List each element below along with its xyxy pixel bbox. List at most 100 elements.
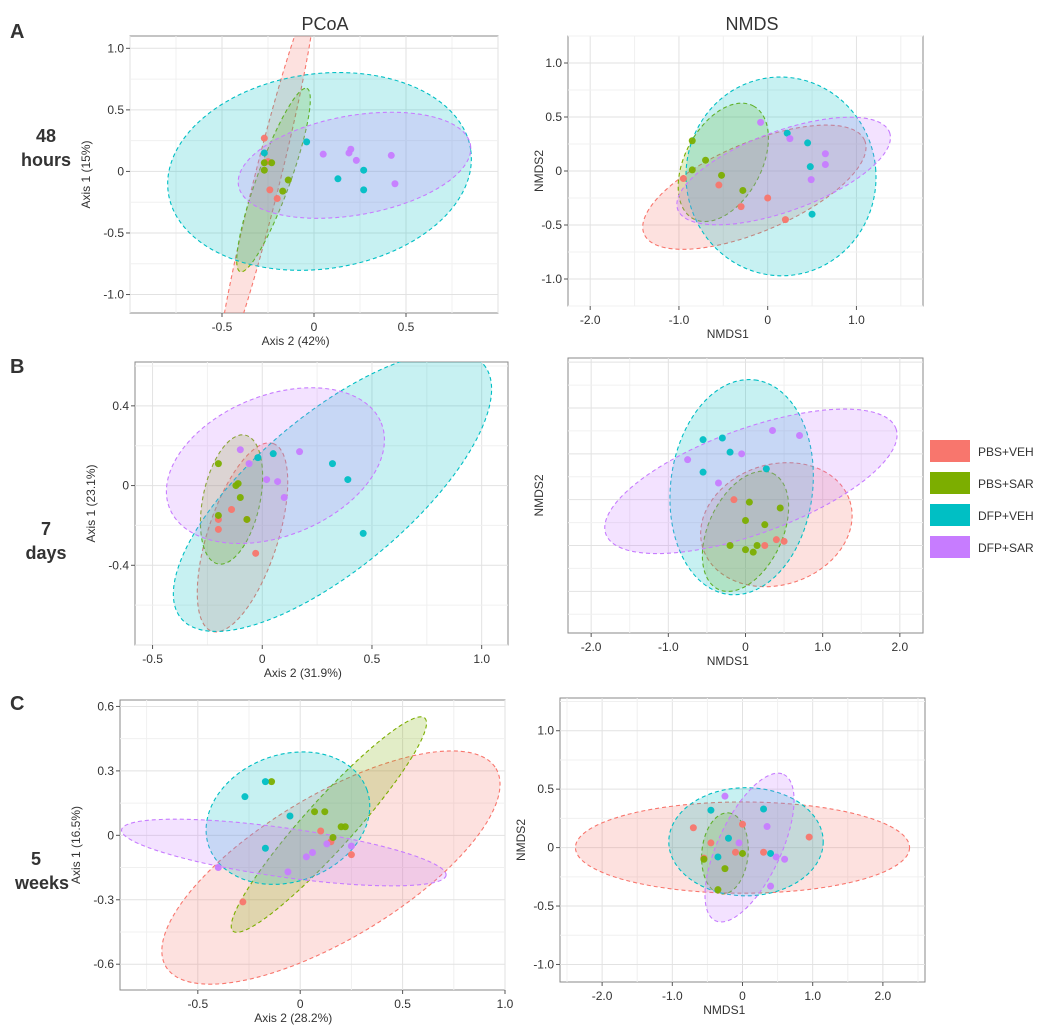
y-tick-label: 0 — [107, 828, 114, 842]
panel-c-pcoa: -0.5 0 0.5 1.0 0.6 0.3 0 -0.3 -0.6 Axis 2 (28.2%)… — [69, 699, 514, 1025]
point-dfp-veh — [808, 210, 816, 218]
point-pbs-sar — [260, 166, 268, 174]
point-pbs-sar — [702, 156, 710, 164]
point-pbs-veh — [730, 496, 738, 504]
point-dfp-veh — [261, 844, 269, 852]
ellipses — [574, 772, 911, 923]
ellipse-dfp-veh — [668, 787, 824, 897]
point-pbs-sar — [700, 855, 708, 863]
ellipse-dfp-sar — [604, 408, 898, 555]
point-dfp-sar — [245, 460, 253, 468]
point-dfp-veh — [360, 186, 368, 194]
point-dfp-sar — [323, 840, 331, 848]
point-pbs-sar — [279, 187, 287, 195]
y-tick-label: -0.3 — [93, 893, 114, 907]
point-pbs-veh — [228, 505, 236, 513]
column-title-nmds: NMDS — [726, 14, 779, 34]
ellipse-pbs-sar — [236, 87, 311, 273]
y-tick-label: 1.0 — [537, 724, 554, 738]
panel-c-nmds: -2.0 -1.0 0 1.0 2.0 1.0 0.5 0 -0.5 -1.0 NMDS1 NMDS2 — [514, 697, 926, 1017]
point-dfp-veh — [804, 139, 812, 147]
y-tick-label: 0 — [117, 164, 124, 178]
point-dfp-sar — [347, 842, 355, 850]
row-label-b-line2: days — [25, 543, 66, 563]
point-pbs-veh — [260, 134, 268, 142]
point-pbs-sar — [688, 166, 696, 174]
point-pbs-veh — [781, 216, 789, 224]
ellipse-pbs-sar — [701, 470, 790, 593]
point-dfp-sar — [391, 180, 399, 188]
x-tick-label: -2.0 — [580, 313, 601, 327]
point-dfp-sar — [821, 161, 829, 169]
x-tick-label: 0 — [764, 313, 771, 327]
x-tick-label: 0 — [297, 997, 304, 1011]
legend-swatch-pbs-veh — [930, 440, 970, 462]
point-dfp-veh — [344, 476, 352, 484]
x-axis-label: NMDS1 — [707, 654, 749, 668]
point-pbs-veh — [689, 824, 697, 832]
point-pbs-sar — [761, 521, 769, 529]
point-pbs-sar — [268, 778, 276, 786]
point-pbs-sar — [214, 460, 222, 468]
ellipse-dfp-sar — [121, 818, 447, 887]
y-tick-label: 0.4 — [112, 399, 129, 413]
column-title-pcoa: PCoA — [301, 14, 348, 34]
row-letter-a: A — [10, 21, 24, 43]
point-dfp-sar — [296, 448, 304, 456]
x-tick-label: 1.0 — [497, 997, 514, 1011]
points — [679, 118, 829, 224]
point-dfp-veh — [241, 793, 249, 801]
point-dfp-sar — [786, 135, 794, 143]
legend-label-pbs-veh: PBS+VEH — [978, 445, 1034, 459]
point-pbs-sar — [776, 504, 784, 512]
point-dfp-veh — [760, 805, 768, 813]
legend: PBS+VEH PBS+SAR DFP+VEH DFP+SAR — [930, 440, 1034, 558]
x-tick-label: -0.5 — [187, 997, 208, 1011]
point-pbs-veh — [772, 536, 780, 544]
point-pbs-veh — [739, 820, 746, 828]
panel-a-pcoa: -0.5 0 0.5 1.0 0.5 0 -0.5 -1.0 Axis 2 (42%) Axis … — [79, 35, 499, 348]
point-pbs-sar — [311, 808, 319, 816]
point-pbs-veh — [731, 848, 739, 856]
x-tick-label: -0.5 — [212, 320, 233, 334]
y-tick-label: 0.3 — [97, 764, 114, 778]
ellipse-dfp-veh — [172, 362, 493, 632]
ellipse-dfp-sar — [165, 387, 385, 545]
point-dfp-veh — [767, 849, 775, 857]
point-pbs-veh — [317, 827, 325, 835]
point-dfp-sar — [757, 118, 765, 126]
ellipse-pbs-veh — [574, 801, 911, 894]
gridlines — [135, 362, 508, 646]
point-pbs-veh — [252, 549, 260, 557]
point-dfp-sar — [352, 156, 360, 164]
point-dfp-veh — [806, 163, 814, 171]
x-tick-label: -0.5 — [142, 652, 163, 666]
axes: -0.5 0 0.5 1.0 0.5 0 -0.5 -1.0 Axis 2 (42%) Axis … — [79, 41, 415, 348]
points — [260, 134, 399, 203]
point-pbs-sar — [721, 865, 729, 873]
point-dfp-veh — [714, 853, 722, 861]
point-dfp-sar — [684, 456, 692, 464]
legend-label-dfp-veh: DFP+VEH — [978, 509, 1034, 523]
y-tick-label: 0.5 — [545, 110, 562, 124]
point-pbs-veh — [764, 194, 772, 202]
y-axis-label: Axis 1 (16.5%) — [69, 806, 83, 884]
y-tick-label: -0.4 — [108, 558, 129, 572]
point-pbs-sar — [726, 542, 734, 549]
point-pbs-sar — [329, 833, 337, 841]
point-dfp-veh — [260, 149, 268, 157]
row-letter-b: B — [10, 356, 24, 378]
axes: -2.0 -1.0 0 1.0 2.0 NMDS1 NMDS2 — [532, 474, 909, 668]
point-dfp-veh — [762, 465, 770, 473]
y-tick-label: -0.6 — [93, 957, 114, 971]
y-tick-label: -1.0 — [103, 288, 124, 302]
legend-label-pbs-sar: PBS+SAR — [978, 477, 1034, 491]
point-dfp-veh — [359, 529, 367, 537]
point-dfp-sar — [821, 150, 829, 158]
y-axis-label: Axis 1 (23.1%) — [84, 464, 98, 542]
point-dfp-sar — [735, 839, 743, 847]
point-dfp-sar — [387, 151, 395, 159]
y-tick-label: 0 — [547, 841, 554, 855]
row-label-a-line1: 48 — [36, 126, 56, 146]
